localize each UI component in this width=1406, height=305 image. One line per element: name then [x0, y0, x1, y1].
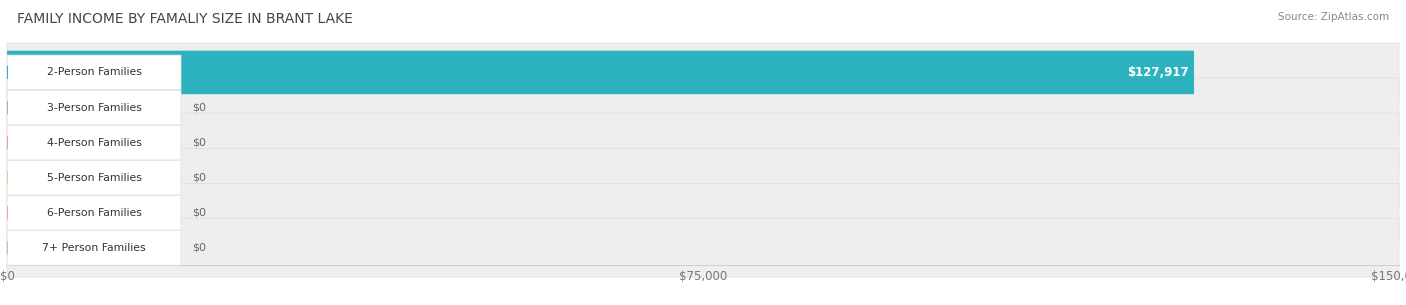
- FancyBboxPatch shape: [7, 78, 1399, 137]
- Text: 4-Person Families: 4-Person Families: [46, 138, 142, 148]
- Text: 5-Person Families: 5-Person Families: [46, 173, 142, 183]
- Text: 7+ Person Families: 7+ Person Families: [42, 243, 146, 253]
- Text: 6-Person Families: 6-Person Families: [46, 208, 142, 218]
- FancyBboxPatch shape: [7, 51, 1194, 94]
- Text: $0: $0: [193, 243, 207, 253]
- Text: FAMILY INCOME BY FAMALIY SIZE IN BRANT LAKE: FAMILY INCOME BY FAMALIY SIZE IN BRANT L…: [17, 12, 353, 26]
- FancyBboxPatch shape: [7, 43, 1399, 102]
- Text: 2-Person Families: 2-Person Families: [46, 67, 142, 77]
- FancyBboxPatch shape: [7, 113, 1399, 172]
- FancyBboxPatch shape: [7, 90, 181, 125]
- FancyBboxPatch shape: [7, 125, 181, 160]
- FancyBboxPatch shape: [7, 55, 181, 90]
- Text: $0: $0: [193, 102, 207, 113]
- Text: $0: $0: [193, 208, 207, 218]
- FancyBboxPatch shape: [7, 195, 181, 230]
- Text: $0: $0: [193, 138, 207, 148]
- FancyBboxPatch shape: [7, 183, 1399, 242]
- FancyBboxPatch shape: [7, 230, 181, 265]
- FancyBboxPatch shape: [7, 160, 181, 195]
- Text: Source: ZipAtlas.com: Source: ZipAtlas.com: [1278, 12, 1389, 22]
- FancyBboxPatch shape: [7, 148, 1399, 207]
- Text: 3-Person Families: 3-Person Families: [46, 102, 142, 113]
- Text: $127,917: $127,917: [1126, 66, 1188, 79]
- Text: $0: $0: [193, 173, 207, 183]
- FancyBboxPatch shape: [7, 218, 1399, 277]
